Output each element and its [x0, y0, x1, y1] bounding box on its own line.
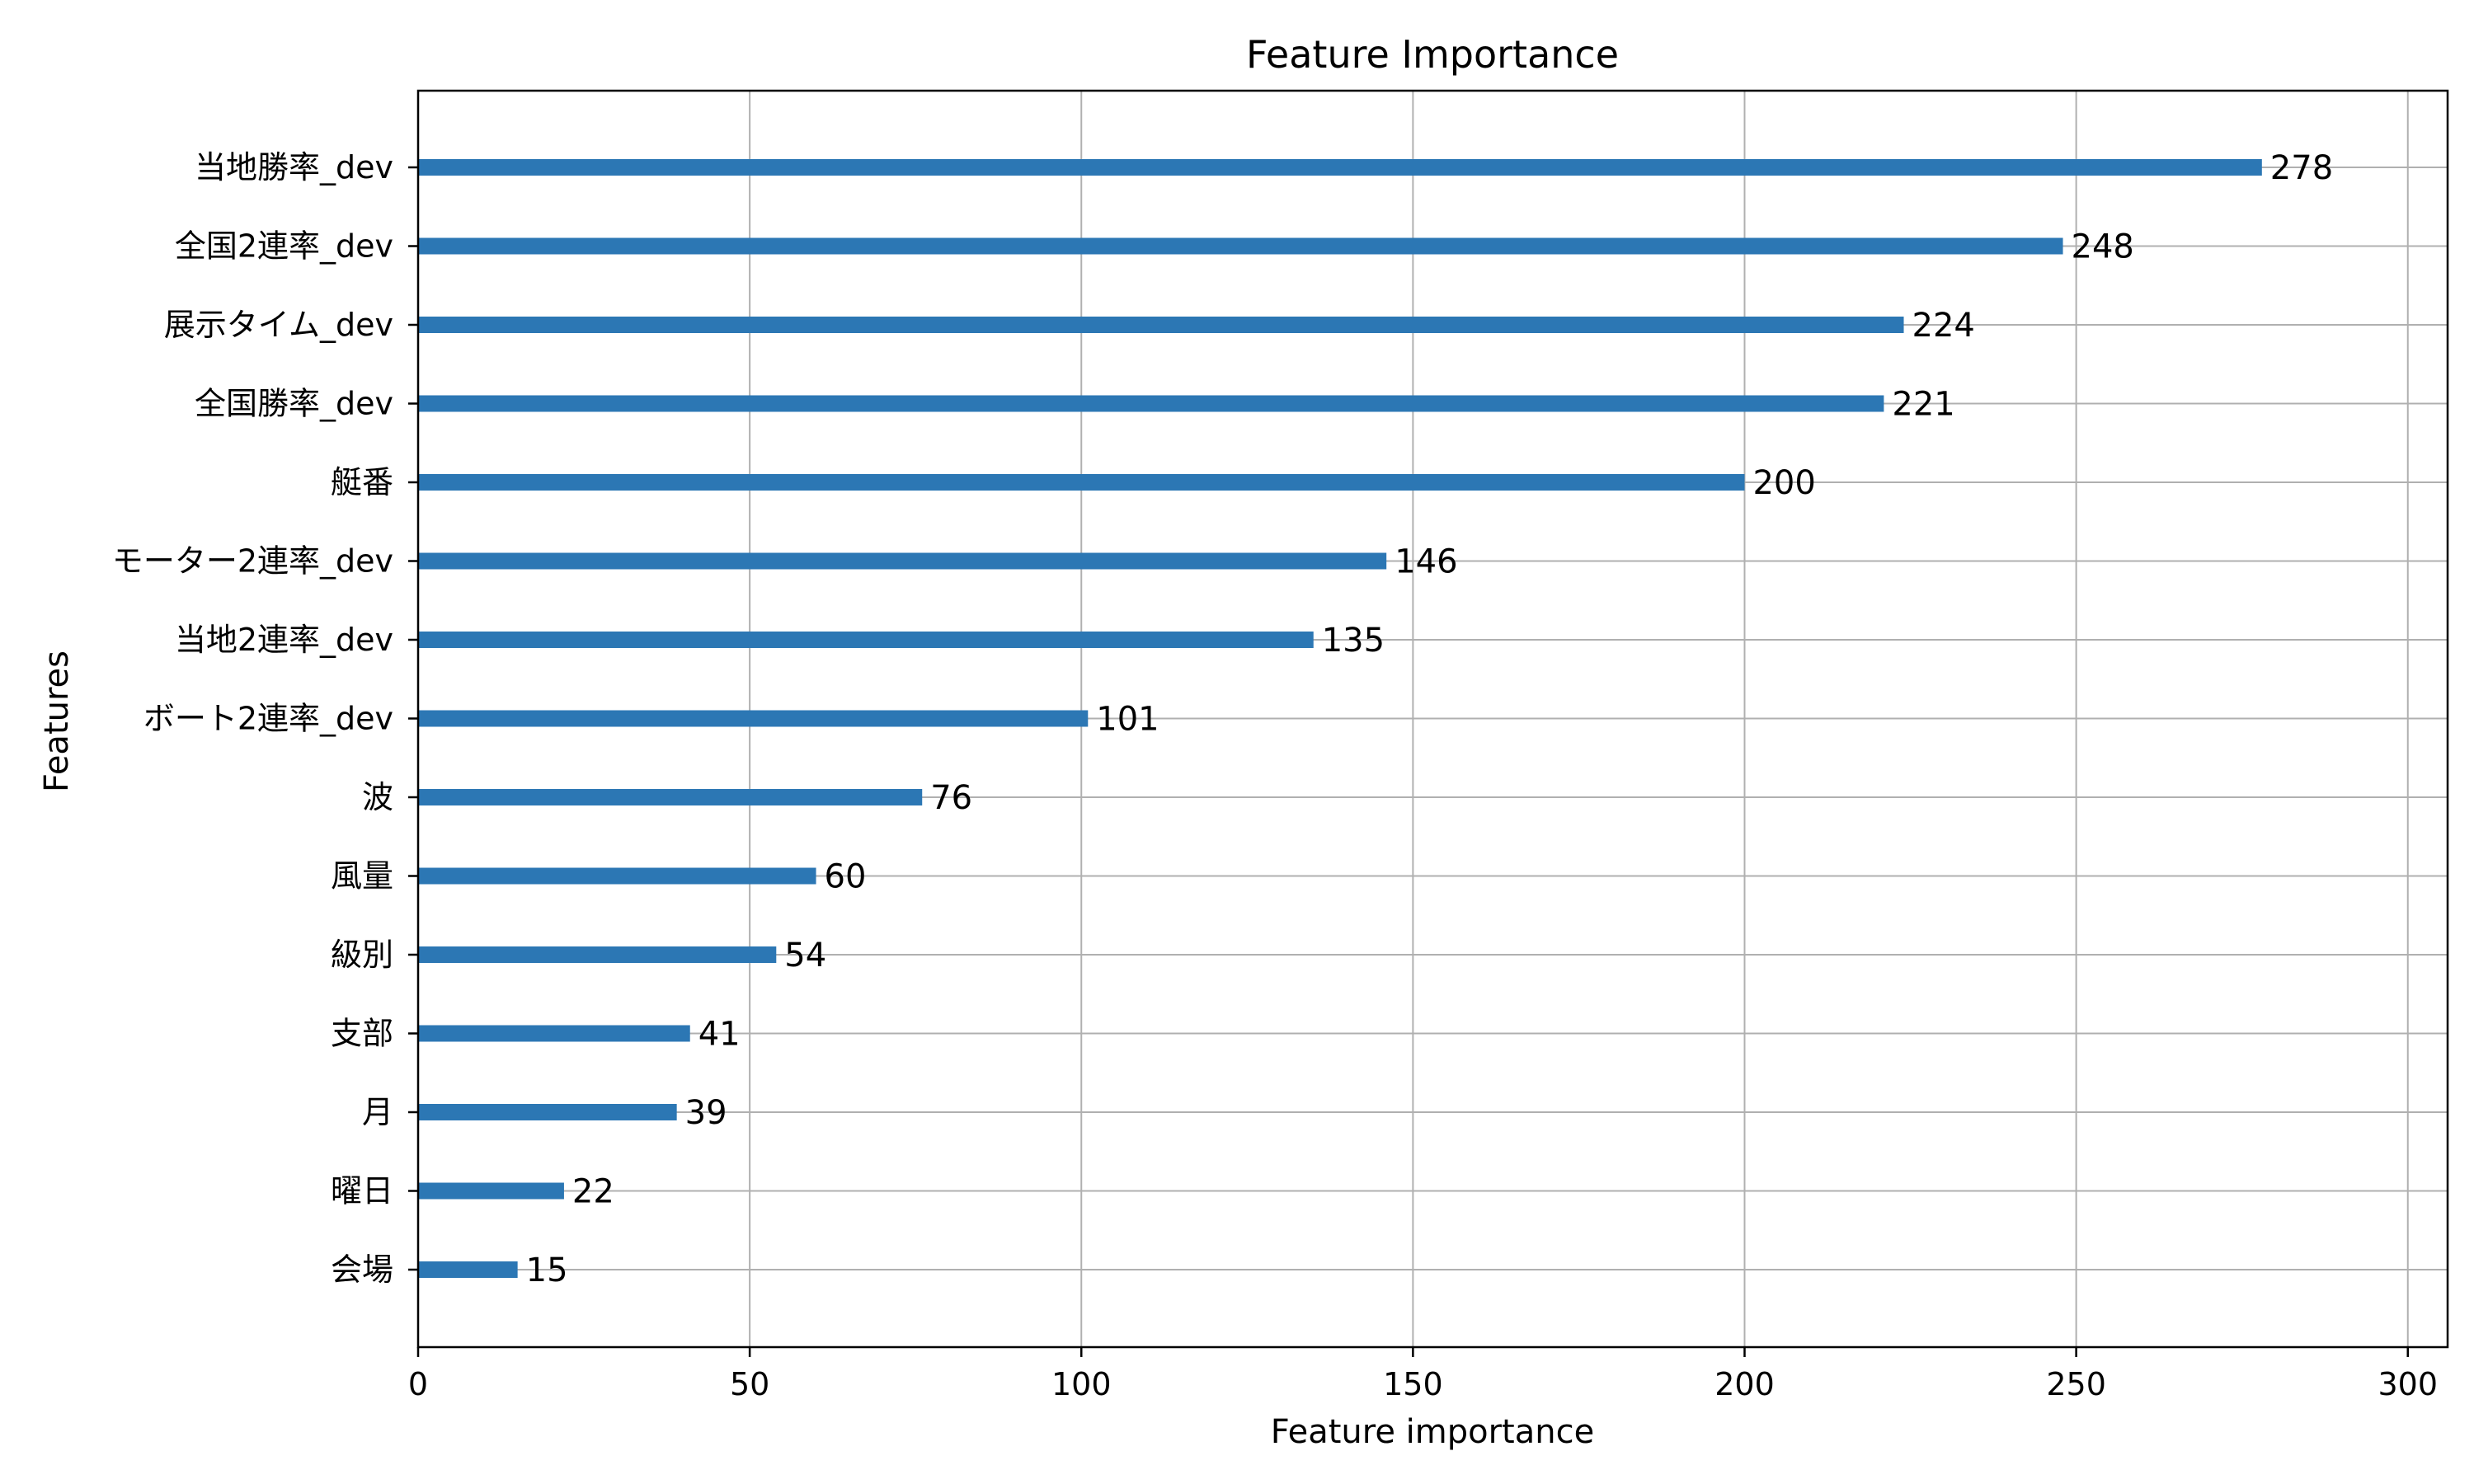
- bar: [418, 474, 1745, 491]
- y-tick-label: 月: [362, 1094, 393, 1130]
- data-label: 221: [1892, 386, 1954, 424]
- bar: [418, 789, 923, 805]
- y-tick-label: 当地2連率_dev: [175, 622, 393, 658]
- y-ticks: 当地勝率_dev 全国2連率_dev 展示タイム_dev 全国勝率_dev 艇番モーター…: [112, 149, 418, 1288]
- x-tick-label: 150: [1383, 1366, 1443, 1402]
- y-tick-label: 級別: [331, 937, 393, 973]
- data-labels: 278 248 224 221 200 146 135 101 76 60 54 41 39 22 15: [526, 149, 2334, 1289]
- data-label: 60: [825, 858, 867, 896]
- data-label: 135: [1322, 622, 1385, 660]
- y-tick-label: 全国勝率_dev: [195, 386, 393, 422]
- bar: [418, 1025, 690, 1042]
- y-tick-label: 艇番: [331, 464, 393, 500]
- x-tick-label: 200: [1714, 1366, 1775, 1402]
- data-label: 22: [572, 1173, 614, 1211]
- y-tick-label: 全国2連率_dev: [175, 228, 393, 265]
- bar: [418, 710, 1089, 727]
- data-label: 39: [685, 1094, 727, 1132]
- y-tick-label: 支部: [331, 1016, 393, 1052]
- y-tick-label: 波: [362, 779, 393, 815]
- bar: [418, 1261, 518, 1278]
- x-tick-label: 300: [2378, 1366, 2438, 1402]
- data-label: 146: [1395, 543, 1457, 581]
- data-label: 54: [784, 937, 826, 974]
- bar: [418, 946, 777, 963]
- data-label: 76: [930, 779, 972, 817]
- x-axis-label: Feature importance: [1271, 1413, 1594, 1451]
- bar: [418, 317, 1904, 333]
- x-ticks: 0 50 100 150 200 250 300: [408, 1347, 2438, 1402]
- bar: [418, 395, 1884, 412]
- y-tick-label: 展示タイム_dev: [164, 307, 393, 343]
- y-axis-label: Features: [38, 650, 76, 792]
- bar: [418, 237, 2063, 255]
- bar: [418, 867, 816, 885]
- data-label: 41: [698, 1016, 741, 1054]
- bar: [418, 159, 2262, 176]
- y-tick-label: 会場: [331, 1252, 393, 1288]
- y-tick-label: 風量: [331, 858, 393, 895]
- y-tick-label: モーター2連率_dev: [112, 543, 393, 580]
- data-label: 278: [2270, 149, 2333, 187]
- y-tick-label: 曜日: [331, 1173, 393, 1209]
- y-tick-label: 当地勝率_dev: [195, 149, 393, 186]
- x-tick-label: 0: [408, 1366, 428, 1402]
- data-label: 200: [1752, 464, 1815, 502]
- bar: [418, 1182, 564, 1200]
- x-tick-label: 250: [2046, 1366, 2106, 1402]
- bars: [418, 159, 2262, 1278]
- bar: [418, 1104, 677, 1120]
- bar: [418, 552, 1387, 570]
- x-tick-label: 100: [1051, 1366, 1112, 1402]
- x-tick-label: 50: [730, 1366, 769, 1402]
- data-label: 15: [526, 1252, 568, 1289]
- data-label: 248: [2072, 228, 2134, 266]
- bar: [418, 632, 1314, 648]
- y-tick-label: ボート2連率_dev: [143, 701, 393, 737]
- data-label: 224: [1912, 307, 1975, 345]
- data-label: 101: [1096, 701, 1159, 739]
- chart-title: Feature Importance: [1246, 32, 1619, 77]
